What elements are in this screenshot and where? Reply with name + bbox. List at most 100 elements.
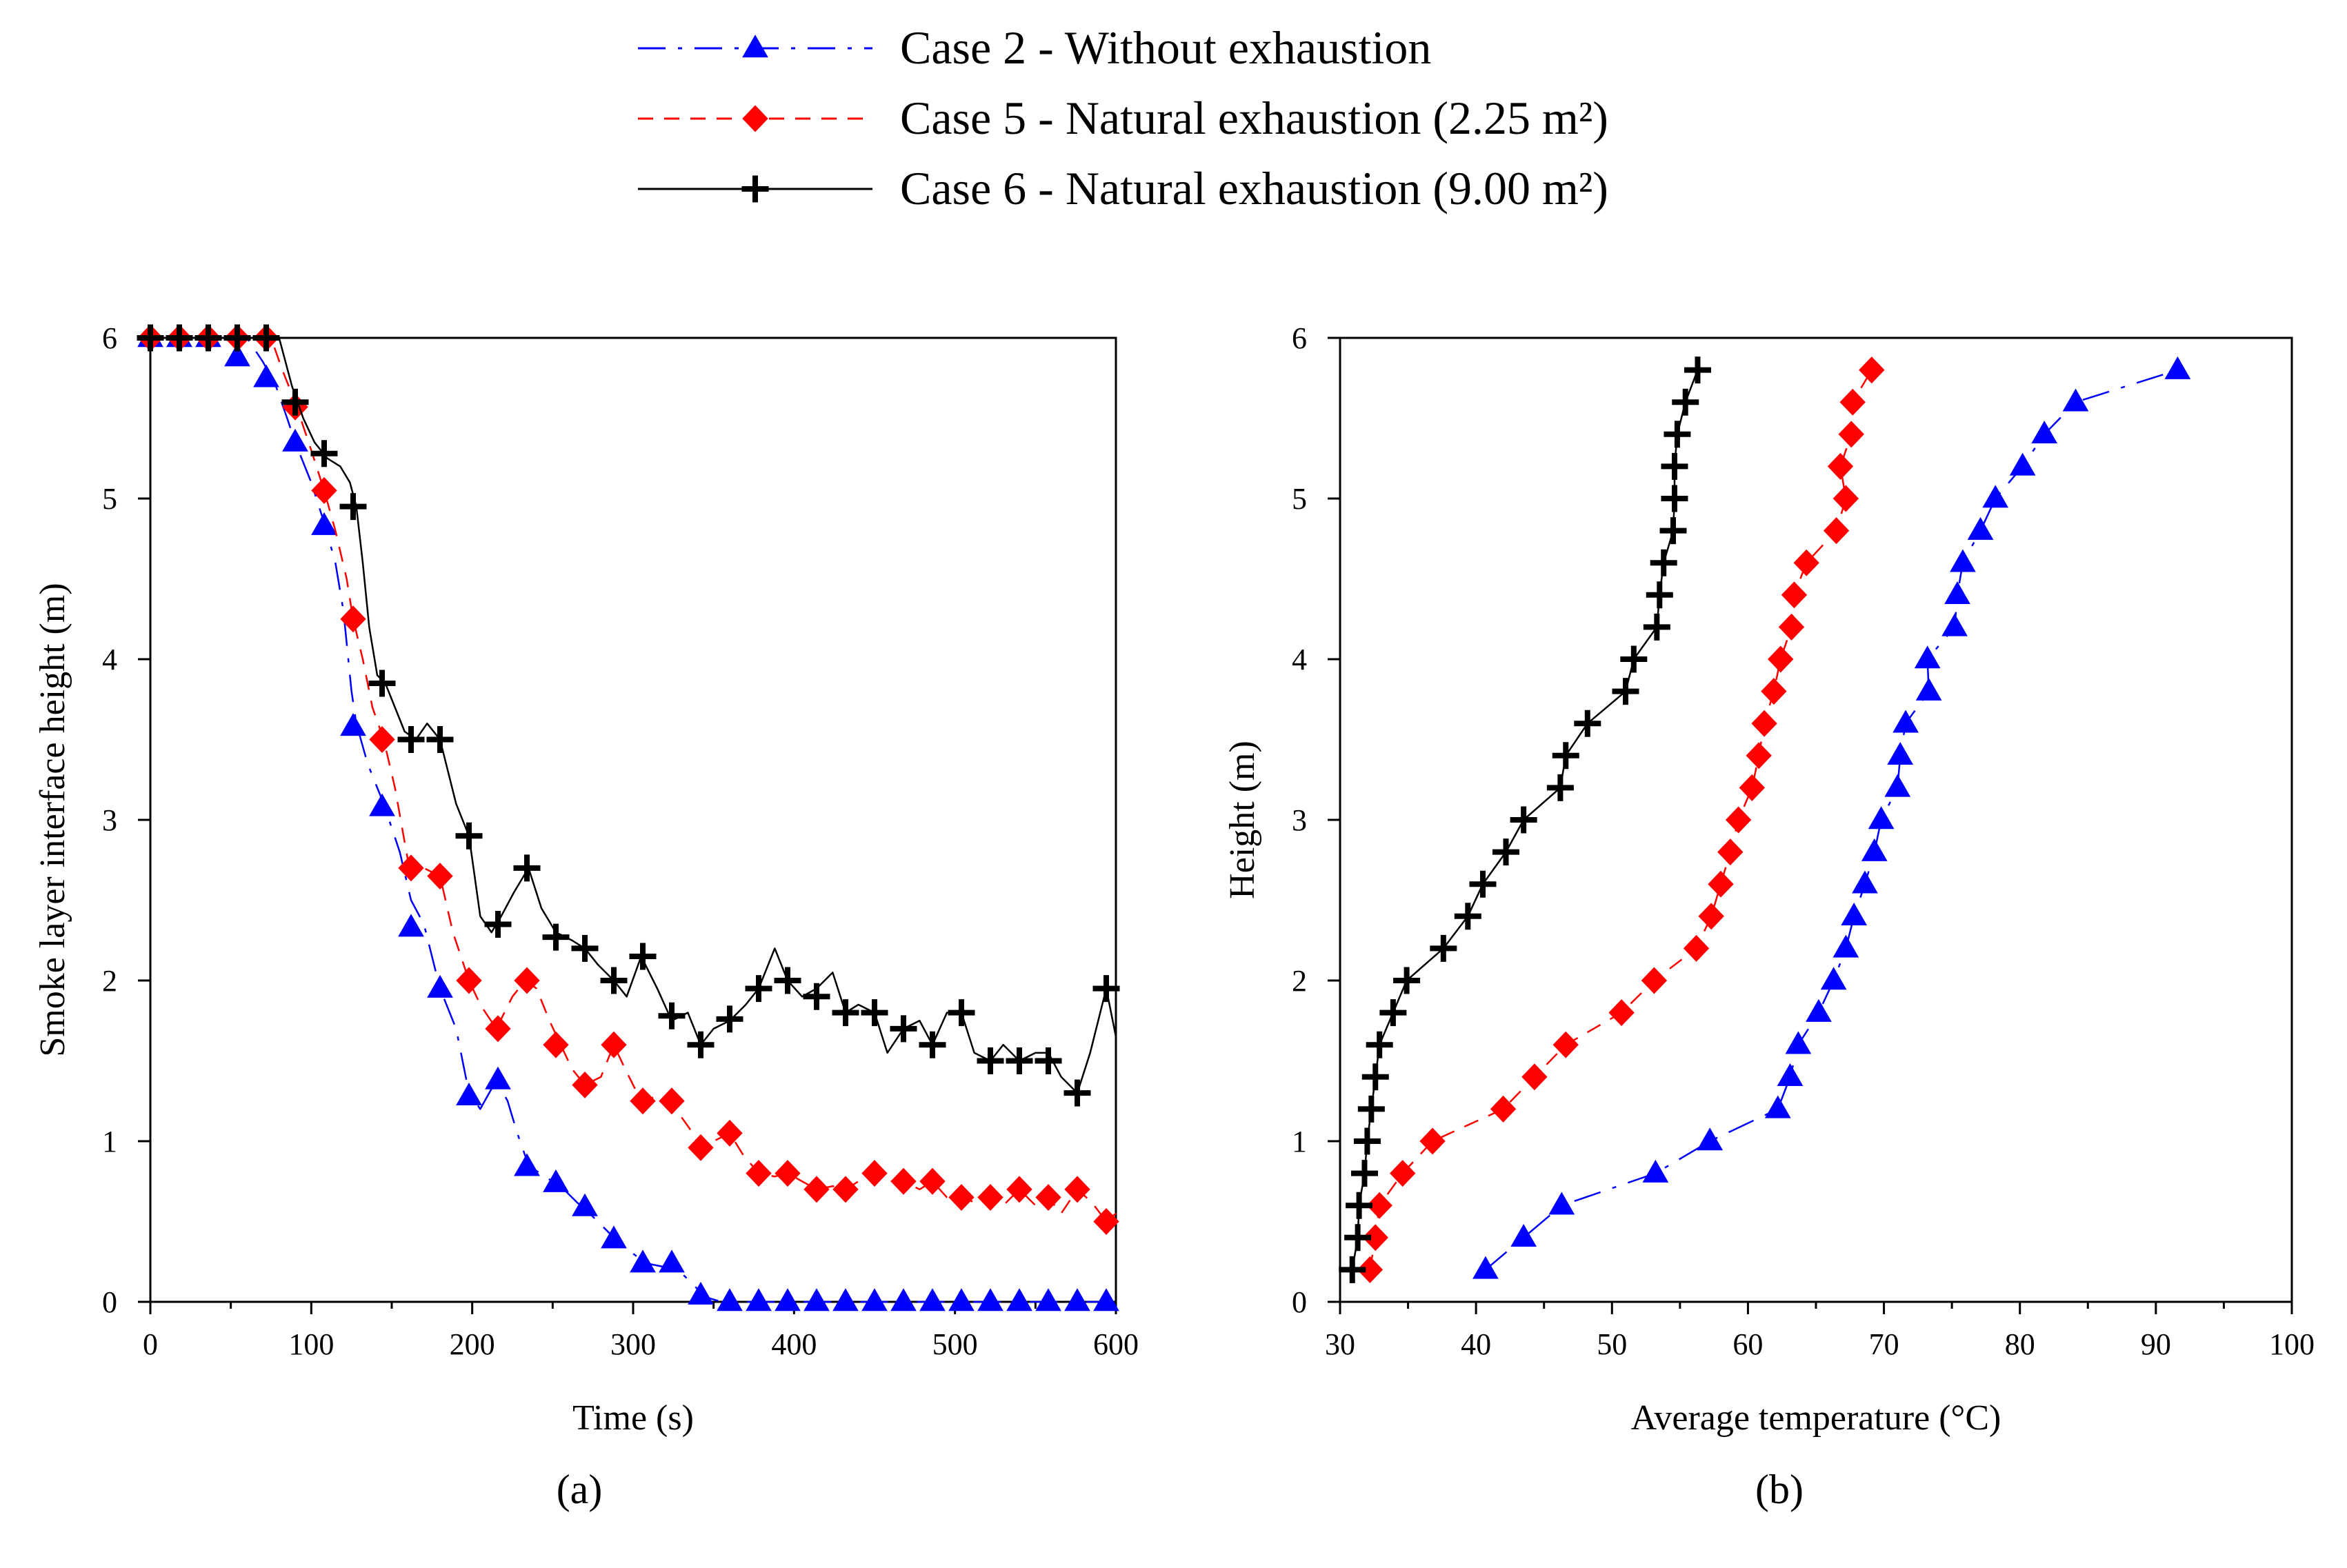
- data-point-case2: [803, 1288, 830, 1311]
- data-point-case5: [311, 476, 337, 504]
- data-point-case6: [1339, 1256, 1366, 1283]
- data-point-case2: [601, 1225, 627, 1249]
- data-point-case5: [456, 967, 482, 994]
- data-point-case5: [1778, 613, 1805, 641]
- data-point-case6: [1035, 1047, 1062, 1074]
- legend-marker-diamond-icon: [742, 105, 768, 132]
- data-point-case2: [1841, 903, 1868, 926]
- y-tick-label: 0: [102, 1285, 117, 1319]
- data-point-case6: [1510, 806, 1537, 834]
- data-point-case6: [571, 934, 599, 962]
- data-point-case6: [1492, 838, 1520, 866]
- data-point-case2: [1861, 838, 1888, 861]
- legend-marker-plus-icon: [741, 175, 769, 203]
- y-tick-label: 0: [1292, 1285, 1307, 1319]
- series-line-case5: [150, 336, 1117, 1223]
- data-point-case2: [1950, 549, 1976, 572]
- data-point-case2: [572, 1193, 598, 1216]
- y-tick-label: 4: [102, 643, 117, 676]
- data-point-case6: [977, 1047, 1004, 1074]
- legend-label-case5: Case 5 - Natural exhaustion (2.25 m²): [900, 92, 1608, 144]
- data-point-case6: [1661, 485, 1688, 512]
- data-point-case2: [1868, 806, 1895, 830]
- data-point-case2: [1642, 1159, 1669, 1183]
- axis-ticks-a: 0 100 200 300 400 500 600 0 1 2 3 4 5 6: [102, 321, 1139, 1361]
- y-axis-title-b: Height (m): [1223, 741, 1262, 899]
- x-tick-label: 0: [143, 1327, 158, 1361]
- data-point-case5: [1006, 1176, 1032, 1203]
- data-point-case2: [398, 914, 424, 937]
- data-point-case2: [1472, 1256, 1499, 1279]
- data-point-case6: [1430, 934, 1457, 962]
- y-tick-label: 5: [1292, 482, 1307, 516]
- legend: Case 2 - Without exhaustion Case 5 - Nat…: [638, 21, 1608, 214]
- data-point-case6: [1552, 742, 1579, 770]
- data-point-case2: [1832, 934, 1859, 958]
- data-point-case5: [1725, 806, 1752, 834]
- data-point-case5: [1827, 452, 1854, 480]
- data-point-case5: [1832, 485, 1859, 512]
- data-point-case2: [1510, 1224, 1537, 1247]
- data-point-case5: [1641, 967, 1668, 994]
- data-point-case6: [281, 388, 309, 416]
- y-tick-label: 1: [102, 1125, 117, 1158]
- data-point-case6: [1361, 1063, 1389, 1091]
- data-point-case5: [398, 854, 424, 882]
- data-point-case6: [774, 967, 801, 994]
- data-point-case2: [1035, 1288, 1061, 1311]
- legend-entry-case2: Case 2 - Without exhaustion: [638, 21, 1431, 74]
- series-group-b: [1339, 356, 2191, 1283]
- legend-label-case2: Case 2 - Without exhaustion: [900, 21, 1431, 74]
- data-point-case6: [745, 975, 772, 1003]
- data-point-case2: [340, 713, 366, 736]
- data-point-case2: [919, 1288, 946, 1311]
- data-point-case6: [1664, 421, 1691, 448]
- data-point-case2: [630, 1249, 656, 1273]
- data-point-case2: [514, 1153, 540, 1176]
- data-point-case2: [485, 1066, 511, 1089]
- data-point-case2: [717, 1288, 743, 1311]
- data-point-case2: [1093, 1288, 1119, 1311]
- data-point-case6: [629, 943, 657, 970]
- x-tick-label: 100: [288, 1327, 334, 1361]
- data-point-case5: [1362, 1224, 1388, 1252]
- data-point-case6: [1646, 581, 1673, 609]
- data-point-case2: [775, 1288, 801, 1311]
- data-point-case2: [746, 1288, 772, 1311]
- data-point-case2: [1820, 967, 1847, 990]
- data-point-case2: [1064, 1288, 1090, 1311]
- legend-entry-case5: Case 5 - Natural exhaustion (2.25 m²): [638, 92, 1608, 144]
- data-point-case2: [1884, 774, 1911, 797]
- data-point-case6: [397, 726, 425, 753]
- data-point-case6: [1366, 1031, 1393, 1058]
- data-point-case6: [658, 1002, 686, 1029]
- x-tick-label: 30: [1325, 1327, 1355, 1361]
- y-tick-label: 1: [1292, 1125, 1307, 1158]
- data-point-case2: [1806, 998, 1832, 1022]
- x-tick-label: 400: [771, 1327, 817, 1361]
- x-tick-label: 40: [1461, 1327, 1491, 1361]
- data-point-case6: [1643, 613, 1670, 641]
- data-point-case5: [630, 1087, 656, 1115]
- data-point-case2: [1982, 485, 2009, 508]
- data-point-case2: [688, 1281, 714, 1305]
- data-point-case5: [1768, 645, 1794, 673]
- data-point-case6: [1659, 517, 1687, 545]
- data-point-case2: [1941, 613, 1968, 636]
- data-point-case5: [861, 1160, 888, 1187]
- data-point-case2: [282, 428, 308, 452]
- panel-label-b: (b): [1755, 1467, 1804, 1512]
- data-point-case6: [455, 822, 483, 850]
- data-point-case5: [1608, 999, 1635, 1027]
- legend-marker-plus: [741, 175, 769, 203]
- data-point-case6: [513, 854, 541, 882]
- data-point-case6: [252, 324, 280, 352]
- data-point-case2: [1697, 1127, 1724, 1151]
- x-axis-title-b: Average temperature (°C): [1631, 1398, 2001, 1438]
- data-point-case5: [803, 1176, 830, 1203]
- data-point-case2: [224, 343, 250, 367]
- data-point-case6: [1353, 1127, 1381, 1155]
- legend-marker-diamond: [742, 105, 768, 132]
- data-point-case2: [2062, 388, 2089, 412]
